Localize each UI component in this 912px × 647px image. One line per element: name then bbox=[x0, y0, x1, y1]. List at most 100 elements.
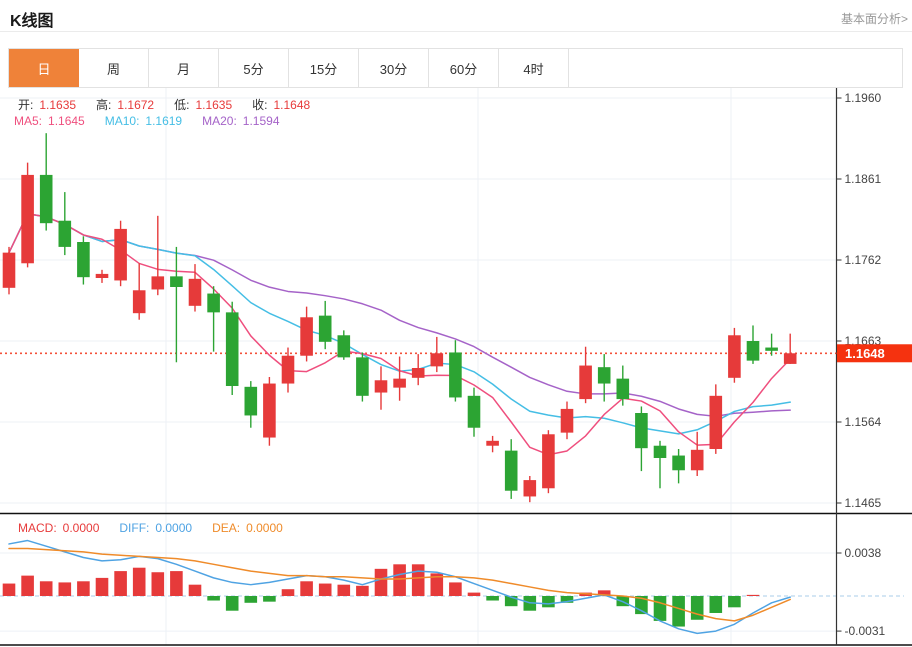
ohlc-legend-open-label: 开: bbox=[18, 98, 34, 112]
macd-hist-bar bbox=[467, 592, 481, 596]
y-axis-label: 1.1465 bbox=[845, 496, 882, 510]
macd-legend-diff-value: 0.0000 bbox=[155, 521, 193, 535]
candle-body bbox=[635, 413, 648, 449]
macd-hist-bar bbox=[504, 596, 518, 607]
y-axis-label: 1.1762 bbox=[845, 253, 882, 267]
ohlc-legend-open-value: 1.1635 bbox=[39, 98, 77, 112]
candle-body bbox=[542, 434, 555, 489]
macd-hist-bar bbox=[77, 581, 90, 596]
macd-hist-bar bbox=[486, 596, 499, 601]
macd-hist-bar bbox=[244, 596, 258, 603]
macd-hist-bar bbox=[393, 564, 406, 596]
candle-body bbox=[356, 357, 369, 396]
macd-legend-dea-value: 0.0000 bbox=[246, 521, 283, 535]
candle-body bbox=[58, 220, 72, 247]
tab-day[interactable]: 日 bbox=[9, 49, 79, 87]
candle-body bbox=[244, 386, 258, 416]
candle-body bbox=[523, 480, 537, 497]
tab-week[interactable]: 周 bbox=[79, 49, 149, 87]
tab-month[interactable]: 月 bbox=[149, 49, 219, 87]
candle-body bbox=[337, 335, 351, 358]
candle-body bbox=[597, 367, 611, 384]
candle-body bbox=[300, 317, 313, 356]
macd-hist-bar bbox=[560, 596, 574, 603]
macd-hist-bar bbox=[542, 596, 555, 608]
candle-body bbox=[411, 368, 425, 378]
macd-hist-bar bbox=[746, 594, 760, 596]
macd-hist-bar bbox=[653, 596, 667, 621]
macd-hist-bar bbox=[597, 590, 611, 596]
candle-body bbox=[281, 355, 295, 384]
candle-body bbox=[225, 312, 239, 386]
current-price-badge bbox=[837, 344, 912, 363]
macd-legend-dea-label: DEA: bbox=[212, 521, 241, 535]
tab-60min[interactable]: 60分 bbox=[429, 49, 499, 87]
macd-hist-bar bbox=[337, 584, 351, 596]
macd-hist-bar bbox=[95, 577, 109, 596]
ohlc-legend-close-value: 1.1648 bbox=[273, 98, 311, 112]
tab-30min[interactable]: 30分 bbox=[359, 49, 429, 87]
macd-hist-bar bbox=[207, 596, 220, 601]
macd-axis-label: 0.0038 bbox=[845, 546, 882, 560]
macd-hist-bar bbox=[356, 585, 369, 596]
macd-hist-bar bbox=[151, 572, 165, 596]
tab-5min[interactable]: 5分 bbox=[219, 49, 289, 87]
macd-hist-bar bbox=[2, 583, 16, 596]
macd-hist-bar bbox=[281, 589, 295, 596]
candle-body bbox=[467, 395, 481, 428]
candle-body bbox=[728, 335, 741, 378]
macd-hist-bar bbox=[225, 596, 239, 611]
ohlc-legend-low-value: 1.1635 bbox=[195, 98, 233, 112]
macd-hist-bar bbox=[170, 571, 183, 596]
ma-legend-ma5-value: 1.1645 bbox=[48, 114, 85, 128]
ma-legend-ma20-value: 1.1594 bbox=[242, 114, 280, 128]
y-axis-label: 1.1861 bbox=[845, 172, 882, 186]
candle-body bbox=[560, 408, 574, 433]
ma-legend-ma10-value: 1.1619 bbox=[145, 114, 183, 128]
ohlc-legend-high-value: 1.1672 bbox=[117, 98, 155, 112]
candle-body bbox=[672, 455, 685, 471]
macd-legend: MACD: 0.0000 DIFF: 0.0000 DEA: 0.0000 bbox=[18, 521, 303, 535]
candle-body bbox=[579, 365, 592, 400]
macd-legend-macd-value: 0.0000 bbox=[62, 521, 100, 535]
current-price-badge-label: 1.1648 bbox=[845, 346, 885, 361]
ohlc-legend: 开: 1.1635 高: 1.1672 低: 1.1635 收: 1.1648 bbox=[18, 96, 330, 113]
macd-legend-macd-label: MACD: bbox=[18, 521, 57, 535]
macd-hist-bar bbox=[430, 573, 444, 596]
macd-hist-bar bbox=[318, 583, 332, 596]
candle-body bbox=[504, 450, 518, 491]
candle-body bbox=[616, 378, 630, 400]
candle-body bbox=[151, 276, 165, 290]
macd-hist-bar bbox=[728, 596, 741, 608]
macd-hist-bar bbox=[114, 571, 127, 596]
candle-body bbox=[486, 440, 499, 446]
macd-hist-bar bbox=[411, 564, 425, 596]
candle-body bbox=[170, 276, 183, 287]
candle-body bbox=[746, 341, 760, 361]
candle-body bbox=[263, 383, 276, 438]
macd-hist-bar bbox=[300, 581, 313, 596]
ma-legend-ma10-label: MA10: bbox=[104, 114, 140, 128]
tab-4hour[interactable]: 4时 bbox=[499, 49, 569, 87]
candle-body bbox=[114, 228, 127, 281]
ohlc-legend-close-label: 收: bbox=[252, 98, 268, 112]
candle-body bbox=[21, 174, 34, 264]
candle-body bbox=[709, 395, 723, 449]
ma-legend-ma20-label: MA20: bbox=[202, 114, 237, 128]
candle-body bbox=[690, 449, 704, 471]
macd-hist-bar bbox=[39, 581, 53, 596]
macd-hist-bar bbox=[58, 582, 72, 596]
fundamental-analysis-link[interactable]: 基本面分析> bbox=[840, 12, 908, 26]
candle-body bbox=[430, 353, 444, 367]
candle-body bbox=[207, 293, 220, 313]
candle-body bbox=[132, 290, 146, 314]
tab-15min[interactable]: 15分 bbox=[289, 49, 359, 87]
candle-body bbox=[783, 353, 797, 364]
macd-hist-bar bbox=[449, 582, 462, 596]
candle-body bbox=[95, 273, 109, 278]
candle-body bbox=[39, 174, 53, 224]
macd-hist-bar bbox=[21, 575, 34, 596]
header-divider bbox=[0, 31, 912, 32]
candle-body bbox=[188, 278, 202, 306]
